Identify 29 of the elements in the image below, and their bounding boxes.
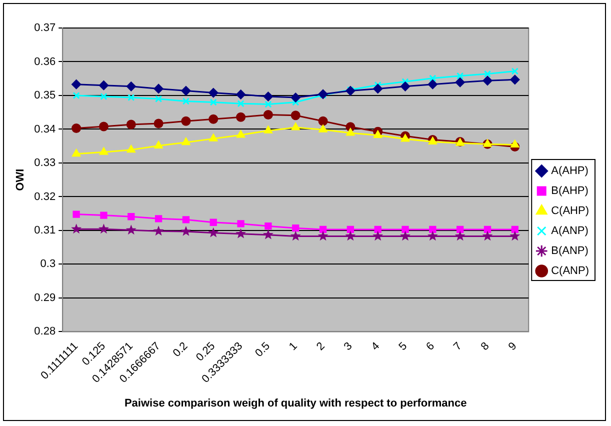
legend-label: B(AHP) — [551, 185, 588, 198]
x-tick-label: 3 — [342, 340, 355, 353]
y-tick-label: 0.3 — [40, 258, 56, 270]
y-tick-label: 0.32 — [34, 190, 56, 203]
y-tick-label: 0.37 — [34, 22, 56, 34]
y-axis-title: OWI — [14, 168, 27, 191]
x-tick-label: 9 — [506, 340, 520, 353]
x-tick-label: 4 — [369, 340, 382, 353]
y-tick-label: 0.33 — [34, 157, 56, 170]
x-tick-label: 1 — [287, 340, 300, 353]
y-tick-label: 0.28 — [34, 326, 56, 338]
legend-label: C(ANP) — [551, 265, 590, 278]
x-tick-label: 0.5 — [253, 340, 272, 360]
y-tick-label: 0.29 — [34, 292, 56, 304]
legend-label: C(AHP) — [551, 205, 590, 218]
y-tick-label: 0.36 — [34, 56, 56, 68]
legend-label: A(ANP) — [551, 225, 588, 238]
legend-label: A(AHP) — [551, 165, 588, 178]
x-tick-label: 7 — [452, 340, 464, 353]
x-axis-title: Paiwise comparison weigh of quality with respect to performance — [124, 397, 467, 410]
x-tick-label: 6 — [424, 340, 437, 353]
legend-label: B(ANP) — [551, 245, 588, 258]
x-tick-label: 5 — [396, 340, 410, 353]
y-tick-label: 0.34 — [34, 123, 56, 136]
x-tick-label: 0.2 — [170, 340, 190, 360]
y-tick-label: 0.35 — [34, 90, 56, 102]
x-tick-label: 8 — [478, 340, 492, 353]
y-tick-label: 0.31 — [34, 224, 56, 236]
x-tick-label: 2 — [314, 340, 328, 353]
